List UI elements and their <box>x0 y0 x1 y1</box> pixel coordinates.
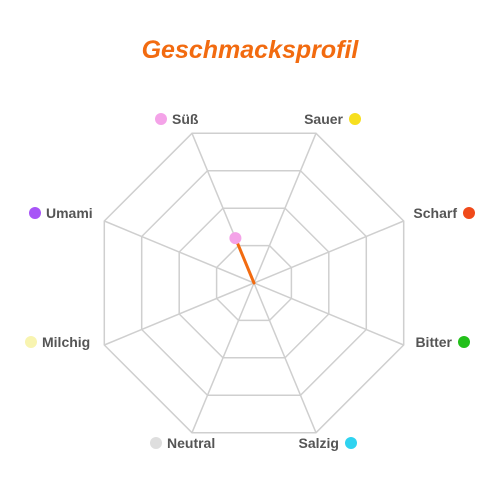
legend-dot-5 <box>150 437 162 449</box>
spoke-3 <box>253 282 404 346</box>
spoke-6 <box>104 282 255 346</box>
axis-label-5: Neutral <box>167 435 215 451</box>
axis-label-3: Bitter <box>415 334 452 350</box>
radar-axis-labels: Süß Sauer Scharf Bitter Salzig Neutral Milchig… <box>25 111 475 451</box>
spoke-5 <box>191 282 255 433</box>
legend-dot-4 <box>345 437 357 449</box>
spoke-4 <box>253 282 317 433</box>
value-line-0 <box>233 236 256 285</box>
spoke-2 <box>253 220 404 284</box>
radar-spokes <box>104 133 404 433</box>
axis-label-0: Süß <box>172 111 199 127</box>
spoke-7 <box>104 220 255 284</box>
legend-dot-7 <box>29 207 41 219</box>
axis-label-7: Umami <box>46 205 93 221</box>
legend-dot-0 <box>155 113 167 125</box>
axis-label-2: Scharf <box>413 205 457 221</box>
value-point-0 <box>229 232 242 245</box>
spoke-1 <box>253 133 317 284</box>
legend-dot-1 <box>349 113 361 125</box>
radar-series <box>229 232 256 285</box>
axis-label-6: Milchig <box>42 334 90 350</box>
axis-label-4: Salzig <box>299 435 339 451</box>
axis-label-1: Sauer <box>304 111 343 127</box>
legend-dot-6 <box>25 336 37 348</box>
legend-dot-3 <box>458 336 470 348</box>
legend-dot-2 <box>463 207 475 219</box>
chart-title: Geschmacksprofil <box>141 36 359 64</box>
